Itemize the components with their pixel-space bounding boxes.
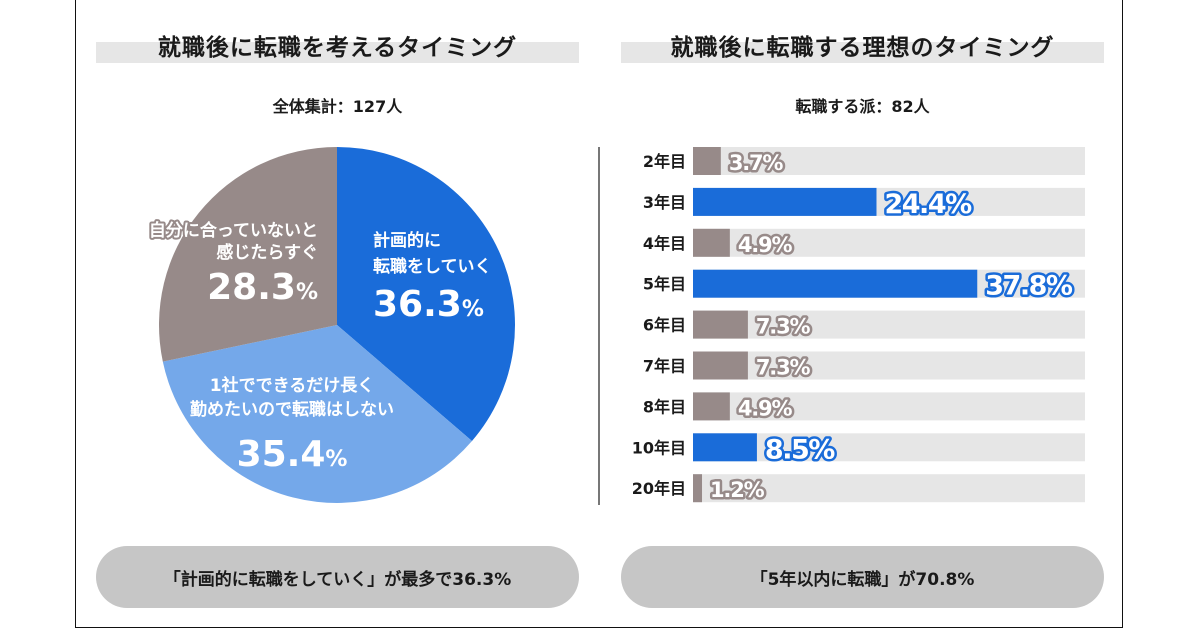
bar-category-label: 7年目	[643, 357, 686, 376]
bar-track	[693, 474, 1085, 503]
right-panel-subtitle: 転職する派：82人	[795, 97, 930, 116]
bar-2	[693, 228, 730, 257]
bar-track	[693, 147, 1085, 175]
bar-8	[693, 474, 703, 503]
bar-category-label: 8年目	[643, 397, 686, 416]
bar-track	[693, 310, 1085, 339]
pie-slice-2	[159, 147, 337, 362]
bar-5	[693, 351, 748, 380]
bar-value-label: 8.5%	[765, 434, 835, 465]
bar-track	[693, 433, 1085, 462]
bar-value-label: 1.2%	[710, 478, 765, 502]
pie-slice-label: 転職をしていく	[373, 256, 492, 277]
bar-category-label: 10年目	[632, 438, 686, 457]
bar-category-label: 4年目	[643, 234, 686, 253]
bar-value-label: 7.3%	[756, 315, 811, 339]
bar-value-label: 4.9%	[738, 396, 793, 420]
bar-track	[693, 351, 1085, 380]
bar-value-label: 7.3%	[756, 356, 811, 380]
right-title-underlay	[621, 42, 1104, 63]
left-panel-subtitle: 全体集計：127人	[272, 97, 403, 116]
pie-slice-value: 35.4%	[237, 434, 348, 475]
pie-slice-0	[337, 147, 515, 442]
left-panel-title: 就職後に転職を考えるタイミング	[157, 35, 518, 61]
bar-category-label: 20年目	[632, 479, 686, 498]
bar-1	[693, 187, 877, 216]
right-panel-title: 就職後に転職する理想のタイミング	[670, 35, 1055, 61]
bar-value-label: 37.8%	[985, 271, 1073, 302]
left-summary-pill: 「計画的に転職をしていく」が最多で36.3%	[96, 546, 579, 608]
bar-category-label: 5年目	[643, 275, 686, 294]
pie-slice-label: 感じたらすぐ	[216, 242, 318, 263]
right-summary-pill: 「5年以内に転職」が70.8%	[621, 546, 1104, 608]
bar-value-label: 4.9%	[738, 233, 793, 257]
pie-slice-value: 28.3%	[207, 267, 318, 308]
bar-track	[693, 228, 1085, 257]
bar-category-label: 2年目	[643, 152, 686, 171]
bar-0	[693, 147, 721, 175]
bar-6	[693, 392, 730, 421]
pie-slice-label: 勤めたいので転職はしない	[190, 399, 394, 420]
left-title-underlay	[96, 42, 579, 63]
bar-category-label: 6年目	[643, 316, 686, 335]
bar-value-label: 24.4%	[884, 189, 972, 220]
pie-slice-1	[162, 325, 472, 504]
bar-category-label: 3年目	[643, 193, 686, 212]
pie-slice-label: 自分に合っていないと	[149, 220, 318, 241]
bar-4	[693, 310, 748, 339]
pie-slice-value: 36.3%	[373, 284, 484, 325]
bar-7	[693, 433, 757, 462]
bar-track	[693, 392, 1085, 421]
pie-slice-label: 計画的に	[373, 230, 441, 251]
pie-slice-label: 1社でできるだけ長く	[210, 375, 375, 396]
bar-3	[693, 269, 978, 298]
bar-value-label: 3.7%	[729, 151, 784, 175]
